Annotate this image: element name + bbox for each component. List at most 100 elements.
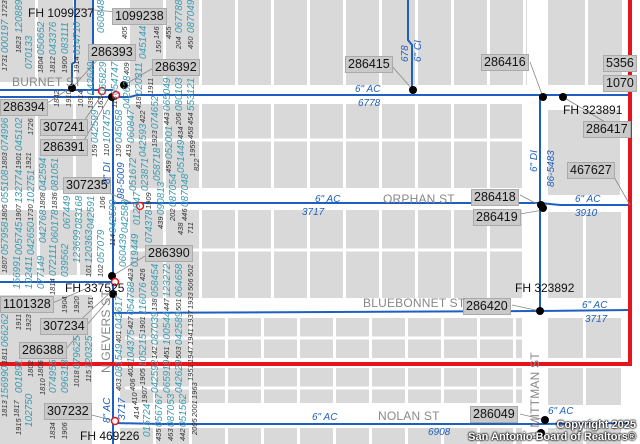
callout-id-286416[interactable]: 286416: [481, 54, 529, 71]
callout-id-286417[interactable]: 286417: [583, 121, 631, 138]
parcel: [274, 104, 307, 188]
parcel: [0, 104, 35, 190]
parcel-address: 1907: [14, 204, 23, 221]
parcel-account-number: 074652: [150, 95, 161, 129]
callout-id-307232[interactable]: 307232: [44, 403, 92, 420]
parcel-account-number: 005745: [14, 221, 25, 255]
parcel: [202, 0, 235, 85]
pipe-label: 8" AC: [102, 397, 113, 423]
parcel: [346, 210, 379, 298]
parcel-address: 501: [174, 298, 183, 311]
parcel-account-number: 102411: [24, 256, 35, 289]
callout-id-307234[interactable]: 307234: [40, 318, 88, 335]
parcel: [372, 368, 405, 403]
parcel-account-number: 051672: [128, 157, 139, 191]
callout-id-286393[interactable]: 286393: [88, 44, 136, 61]
callout-leader: [519, 209, 544, 215]
parcel-account-number: 054788: [126, 281, 137, 315]
callout-id-286390[interactable]: 286390: [145, 245, 193, 262]
parcel-address: 1804: [36, 56, 45, 73]
pipe-label: 98-5009: [116, 162, 127, 199]
callout-id-286420[interactable]: 286420: [463, 298, 511, 315]
parcel-address: 1905: [138, 368, 147, 385]
parcel: [264, 428, 297, 444]
parcel: [418, 104, 451, 188]
parcel: [0, 210, 37, 275]
parcel: [192, 368, 225, 403]
parcel: [40, 210, 77, 275]
parcel-account-number: 060848: [96, 0, 107, 33]
callout-id-286415[interactable]: 286415: [345, 56, 393, 73]
pipe-label: 86-5483: [546, 150, 557, 187]
callout-id-286049[interactable]: 286049: [470, 406, 518, 423]
callout-id-286394[interactable]: 286394: [0, 99, 48, 116]
parcel-address: 503: [174, 346, 183, 359]
parcel-account-number: 067788: [174, 0, 185, 33]
parcel-account-number: 120889: [14, 0, 25, 33]
parcel-address: 1959: [188, 140, 197, 157]
parcel-address: 102: [96, 264, 105, 277]
parcel-address: 2001: [190, 400, 199, 417]
callout-id-1099238[interactable]: 1099238: [112, 8, 167, 25]
callout-id-307235[interactable]: 307235: [63, 177, 111, 194]
callout-id-467627[interactable]: 467627: [567, 162, 615, 179]
parcel-address: 1726: [26, 118, 35, 135]
parcel: [202, 210, 235, 298]
callout-id-1070[interactable]: 1070: [603, 75, 637, 92]
valve-marker: [537, 429, 545, 437]
parcel-account-number: 052001: [164, 125, 175, 159]
parcel-address: 163: [96, 96, 105, 109]
parcel-address: 1014: [76, 90, 85, 107]
parcel-address: 1901: [138, 316, 147, 333]
parcel-account-number: 014710: [72, 21, 83, 55]
parcel-address: 106: [98, 196, 107, 209]
parcel-account-number: 081051: [50, 157, 61, 191]
parcel-address: 159: [90, 144, 99, 157]
water-main-pipe: [113, 202, 630, 206]
parcel-account-number: 072111: [48, 244, 59, 276]
parcel-account-number: 042594: [38, 157, 49, 191]
parcel: [548, 368, 583, 405]
callout-id-307241[interactable]: 307241: [40, 119, 88, 136]
pipe-label: 6" AC: [582, 300, 608, 311]
parcel: [156, 428, 189, 444]
parcel-address: 142: [150, 346, 159, 359]
street-name: ORPHAN ST: [383, 192, 455, 206]
pipe-label: 6" DI: [529, 150, 540, 172]
callout-id-5356[interactable]: 5356: [603, 55, 637, 72]
valve-marker: [541, 416, 549, 424]
parcel-address: 1921: [24, 152, 33, 169]
parcel-address: 146: [152, 26, 161, 39]
callout-id-286418[interactable]: 286418: [471, 189, 519, 206]
callout-leader: [71, 56, 101, 89]
parcel-address: 451: [162, 346, 171, 359]
callout-id-286392[interactable]: 286392: [152, 59, 200, 76]
parcel-account-number: 090813: [156, 181, 167, 215]
parcel: [586, 368, 621, 405]
callout-id-286391[interactable]: 286391: [40, 139, 88, 156]
callout-id-286419[interactable]: 286419: [473, 209, 521, 226]
parcel-account-number: 083111: [60, 22, 71, 54]
callout-leader: [123, 66, 156, 86]
parcel-account-number: 065829: [98, 61, 109, 95]
callout-id-286388[interactable]: 286388: [19, 342, 67, 359]
parcel-account-number: 042629: [174, 359, 185, 393]
parcel-address: 443: [162, 112, 171, 125]
callout-leader: [389, 63, 414, 91]
parcel: [80, 210, 92, 275]
parcel-account-number: 123272: [162, 263, 173, 297]
parcel-account-number: 057079: [96, 229, 107, 263]
parcel-address: 439: [156, 216, 165, 229]
callout-id-1101328[interactable]: 1101328: [0, 296, 54, 313]
parcel-account-number: 156990: [0, 365, 11, 399]
parcel-account-number: 132774: [14, 169, 25, 203]
parcel-address: 423: [126, 268, 135, 281]
parcel: [526, 0, 527, 85]
parcel-account-number: 065919: [162, 359, 173, 393]
parcel-address: 1723: [0, 0, 9, 17]
parcel-address: 206: [174, 112, 183, 125]
parcel: [548, 318, 583, 358]
parcel-account-number: 042650: [26, 221, 37, 255]
parcel-account-number: 087053: [166, 393, 177, 427]
